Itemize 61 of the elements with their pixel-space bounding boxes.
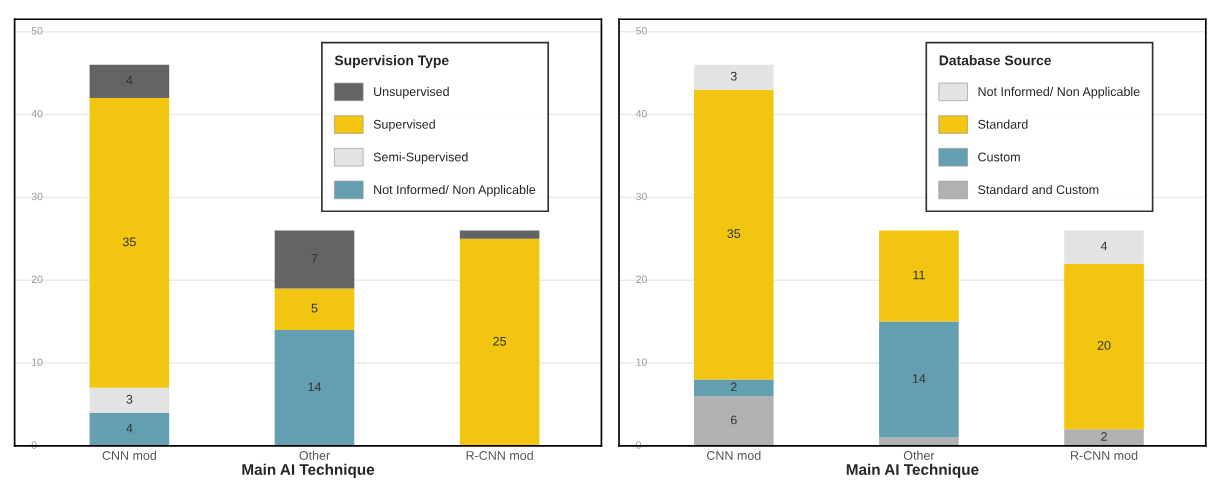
data-label: 3 (730, 71, 737, 81)
bar (879, 321, 959, 438)
bar (459, 238, 540, 446)
bar (89, 64, 170, 98)
legend-title: Supervision Type (334, 55, 449, 69)
bar (274, 230, 355, 289)
x-tick-label: R-CNN mod (466, 450, 533, 460)
x-tick-label: Other (299, 450, 330, 460)
bar (879, 230, 959, 322)
legend-label: Standard and Custom (978, 184, 1099, 195)
bar (274, 288, 355, 330)
y-tick-label: 10 (32, 358, 43, 366)
y-tick-label: 20 (636, 275, 647, 283)
data-label: 20 (1097, 340, 1111, 350)
bar (693, 379, 774, 397)
y-tick-label: 40 (31, 109, 43, 118)
legend-label: Semi-Supervised (373, 152, 468, 164)
bar (693, 64, 774, 90)
data-label: 14 (912, 374, 926, 383)
y-tick-label: 20 (31, 275, 43, 283)
legend-label: Custom (978, 152, 1020, 162)
y-tick-label: 30 (31, 192, 43, 201)
data-label: 3 (126, 394, 133, 404)
x-tick-label: Other (903, 450, 935, 460)
bar (693, 396, 774, 446)
legend-label: Unsupervised (374, 86, 449, 99)
data-label: 4 (1100, 241, 1108, 251)
x-tick-label: R-CNN mod (1071, 450, 1138, 460)
data-label: 25 (493, 336, 507, 346)
legend-title: Database Source (939, 55, 1052, 66)
bar (693, 89, 774, 380)
y-tick-label: 40 (635, 109, 647, 118)
bar (1064, 263, 1144, 430)
legend-label: Supervised (373, 119, 435, 132)
data-label: 35 (122, 237, 136, 247)
data-label: 11 (913, 270, 925, 280)
x-axis-title: Main AI Technique (846, 463, 979, 478)
data-label: 35 (727, 229, 741, 238)
bar (459, 230, 540, 239)
bar (89, 97, 170, 388)
x-axis-title: Main AI Technique (242, 463, 375, 478)
legend-label: Standard (978, 119, 1028, 129)
data-label: 5 (311, 303, 318, 313)
data-label: 2 (730, 382, 737, 392)
legend-label: Not Informed/ Non Applicable (978, 86, 1140, 99)
x-tick-label: CNN mod (102, 450, 157, 460)
bar (1064, 429, 1144, 446)
y-tick-label: 50 (31, 27, 43, 35)
y-tick-label: 30 (636, 192, 647, 201)
x-tick-label: CNN mod (706, 450, 761, 460)
legend-label: Not Informed/ Non Applicable (374, 184, 536, 197)
y-tick-label: 10 (636, 358, 647, 366)
data-label: 2 (1101, 432, 1107, 441)
bar (1064, 230, 1144, 264)
bar (274, 329, 355, 446)
data-label: 14 (308, 382, 322, 392)
data-label: 6 (730, 415, 737, 425)
y-tick-label: 50 (636, 27, 647, 35)
data-label: 4 (126, 423, 133, 433)
bar (89, 387, 170, 413)
bar (89, 412, 170, 446)
